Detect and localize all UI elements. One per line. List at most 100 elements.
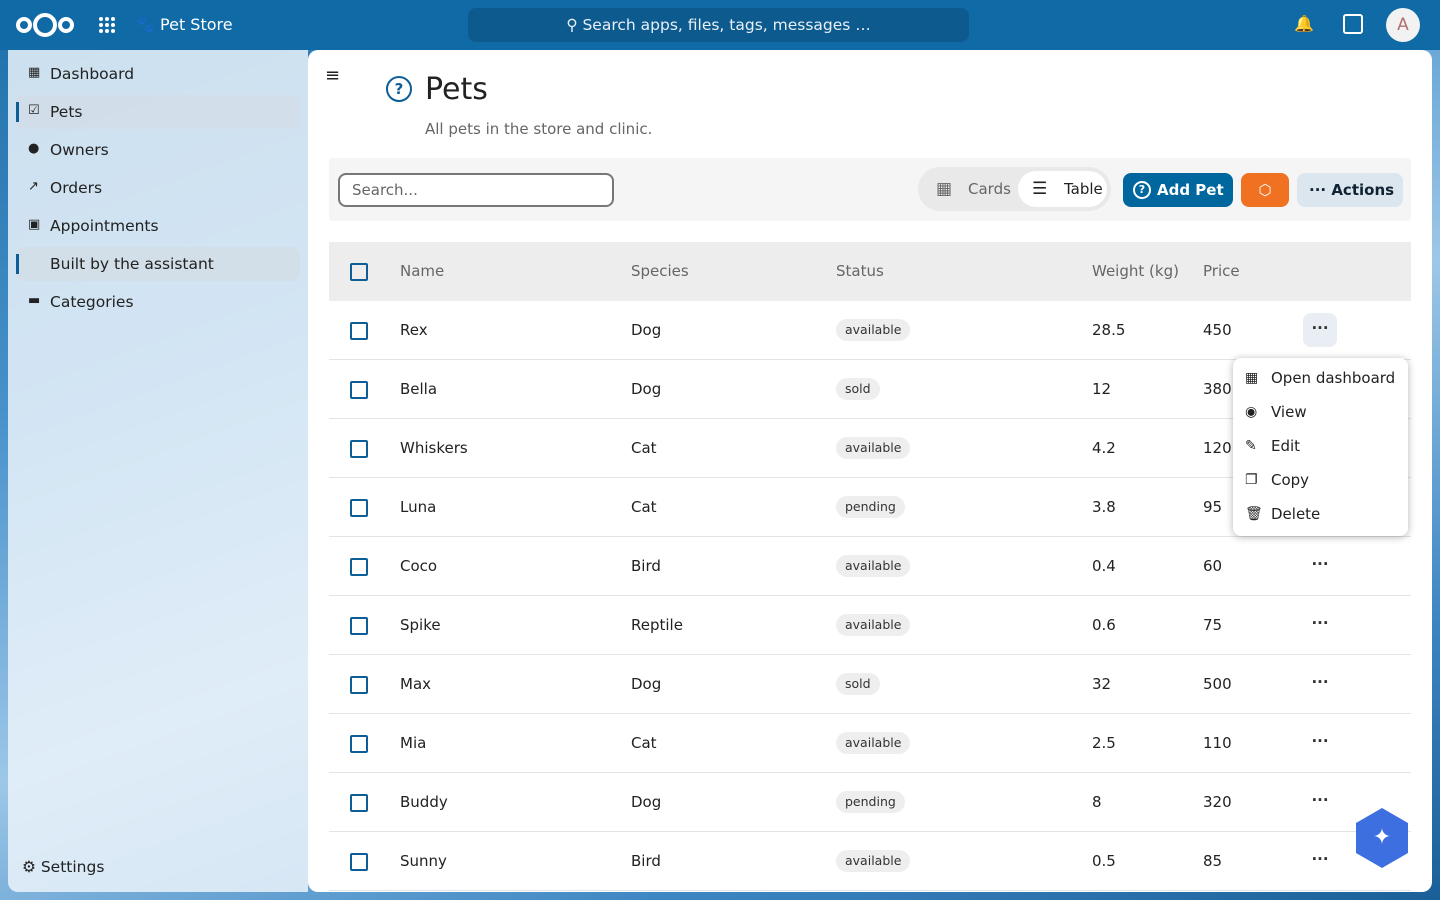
cell: 95 — [1203, 498, 1223, 516]
status-pill: sold — [836, 378, 880, 400]
global-search[interactable]: ⚲ Search apps, files, tags, messages … — [468, 8, 969, 42]
cell: Reptile — [631, 616, 683, 634]
cell: 450 — [1203, 321, 1232, 339]
cell: 0.5 — [1092, 852, 1116, 870]
menu-item[interactable]: 🗑 Delete — [1245, 497, 1405, 531]
nav-label: Owners — [50, 141, 109, 159]
status-pill: available — [836, 732, 911, 754]
row-actions[interactable]: ··· — [1311, 732, 1329, 750]
nav-item[interactable]: ↗ Orders — [16, 171, 300, 205]
row-checkbox[interactable] — [350, 499, 368, 517]
select-all[interactable] — [350, 263, 368, 281]
row-checkbox[interactable] — [350, 617, 368, 635]
cell: 0.6 — [1092, 616, 1116, 634]
nav-item[interactable]: ● Owners — [16, 133, 300, 167]
cell: Sunny — [400, 852, 447, 870]
cell: 320 — [1203, 793, 1232, 811]
menu-label: Copy — [1271, 471, 1310, 489]
logo[interactable] — [14, 11, 76, 39]
menu-label: Edit — [1271, 437, 1301, 455]
nav-item[interactable]: ▦ Dashboard — [16, 57, 300, 91]
row-checkbox[interactable] — [350, 853, 368, 871]
settings[interactable]: ⚙ Settings — [22, 858, 105, 876]
toggle-sidebar[interactable]: ≡ — [325, 65, 341, 86]
content: ≡ ? Pets All pets in the store and clini… — [308, 50, 1432, 892]
view-switch: Cards ▦ Table ☰ — [918, 167, 1111, 211]
table-row: Sunny Bird available 0.5 85 ··· — [329, 832, 1411, 891]
menu-label: View — [1271, 403, 1307, 421]
cell: Coco — [400, 557, 438, 575]
row-checkbox[interactable] — [350, 440, 368, 458]
row-menu: ▦ Open dashboard ◉ View ✎ Edit ❐ Copy 🗑 Delete — [1233, 358, 1408, 536]
cell: 380 — [1203, 380, 1232, 398]
cell: 2.5 — [1092, 734, 1116, 752]
app-name[interactable]: 🐾 Pet Store — [135, 15, 233, 34]
view-option[interactable]: Table ☰ — [1018, 171, 1107, 207]
cell: 3.8 — [1092, 498, 1116, 516]
status-pill: pending — [836, 791, 905, 813]
nav-label: Dashboard — [50, 65, 135, 83]
apps-menu[interactable] — [99, 17, 115, 33]
row-checkbox[interactable] — [350, 322, 368, 340]
menu-item[interactable]: ◉ View — [1245, 395, 1405, 429]
row-actions[interactable]: ··· — [1303, 313, 1337, 347]
nav-item[interactable]: ▬ Categories — [16, 285, 300, 319]
menu-item[interactable]: ✎ Edit — [1245, 429, 1405, 463]
row-checkbox[interactable] — [350, 558, 368, 576]
nav-item[interactable]: Built by the assistant — [16, 247, 300, 281]
row-checkbox[interactable] — [350, 676, 368, 694]
menu-icon: ✎ — [1245, 438, 1257, 454]
add-pet-button[interactable]: ? Add Pet — [1123, 173, 1233, 207]
row-actions[interactable]: ··· — [1311, 555, 1329, 573]
row-actions[interactable]: ··· — [1311, 673, 1329, 691]
column-header[interactable]: Price — [1203, 262, 1240, 280]
page-title: Pets — [425, 72, 488, 107]
column-header[interactable]: Species — [631, 262, 689, 280]
menu-label: Open dashboard — [1271, 369, 1396, 387]
cell: 85 — [1203, 852, 1223, 870]
cell: 32 — [1092, 675, 1112, 693]
extra-button[interactable]: ⬡ — [1241, 173, 1289, 207]
cell: 28.5 — [1092, 321, 1126, 339]
view-icon: ▦ — [936, 179, 953, 199]
column-header[interactable]: Weight (kg) — [1092, 262, 1179, 280]
row-actions[interactable]: ··· — [1311, 791, 1329, 809]
table-search[interactable]: Search... — [338, 173, 614, 207]
row-checkbox[interactable] — [350, 381, 368, 399]
row-checkbox[interactable] — [350, 794, 368, 812]
notifications[interactable]: 🔔 — [1294, 14, 1314, 33]
sidebar: ▦ Dashboard ☑ Pets ● Owners ↗ Orders ▣ Appointmen… — [8, 50, 308, 892]
avatar[interactable]: A — [1386, 8, 1420, 42]
cell: 500 — [1203, 675, 1232, 693]
header: 🐾 Pet Store ⚲ Search apps, files, tags, … — [0, 0, 1440, 50]
view-icon: ☰ — [1032, 179, 1048, 199]
row-actions[interactable]: ··· — [1311, 614, 1329, 632]
nav-item[interactable]: ☑ Pets — [16, 95, 300, 129]
status-pill: sold — [836, 673, 880, 695]
cell: Spike — [400, 616, 441, 634]
app-name-text: Pet Store — [160, 15, 233, 34]
column-header[interactable]: Status — [836, 262, 884, 280]
cell: Dog — [631, 675, 662, 693]
contacts[interactable] — [1343, 14, 1363, 34]
column-header[interactable]: Name — [400, 262, 445, 280]
cell: Buddy — [400, 793, 448, 811]
nav-icon: ▬ — [28, 293, 41, 308]
view-option[interactable]: Cards ▦ — [922, 171, 1018, 207]
row-actions[interactable]: ··· — [1311, 850, 1329, 868]
cell: Max — [400, 675, 432, 693]
status-pill: available — [836, 437, 911, 459]
cell: Luna — [400, 498, 437, 516]
cell: 4.2 — [1092, 439, 1116, 457]
menu-item[interactable]: ❐ Copy — [1245, 463, 1405, 497]
menu-item[interactable]: ▦ Open dashboard — [1245, 361, 1405, 395]
cell: Bird — [631, 852, 661, 870]
cell: 120 — [1203, 439, 1232, 457]
cell: 0.4 — [1092, 557, 1116, 575]
nav-label: Orders — [50, 179, 103, 197]
help-icon[interactable]: ? — [386, 76, 412, 102]
row-checkbox[interactable] — [350, 735, 368, 753]
cell: Whiskers — [400, 439, 468, 457]
actions-button[interactable]: ··· Actions — [1297, 173, 1403, 207]
nav-item[interactable]: ▣ Appointments — [16, 209, 300, 243]
